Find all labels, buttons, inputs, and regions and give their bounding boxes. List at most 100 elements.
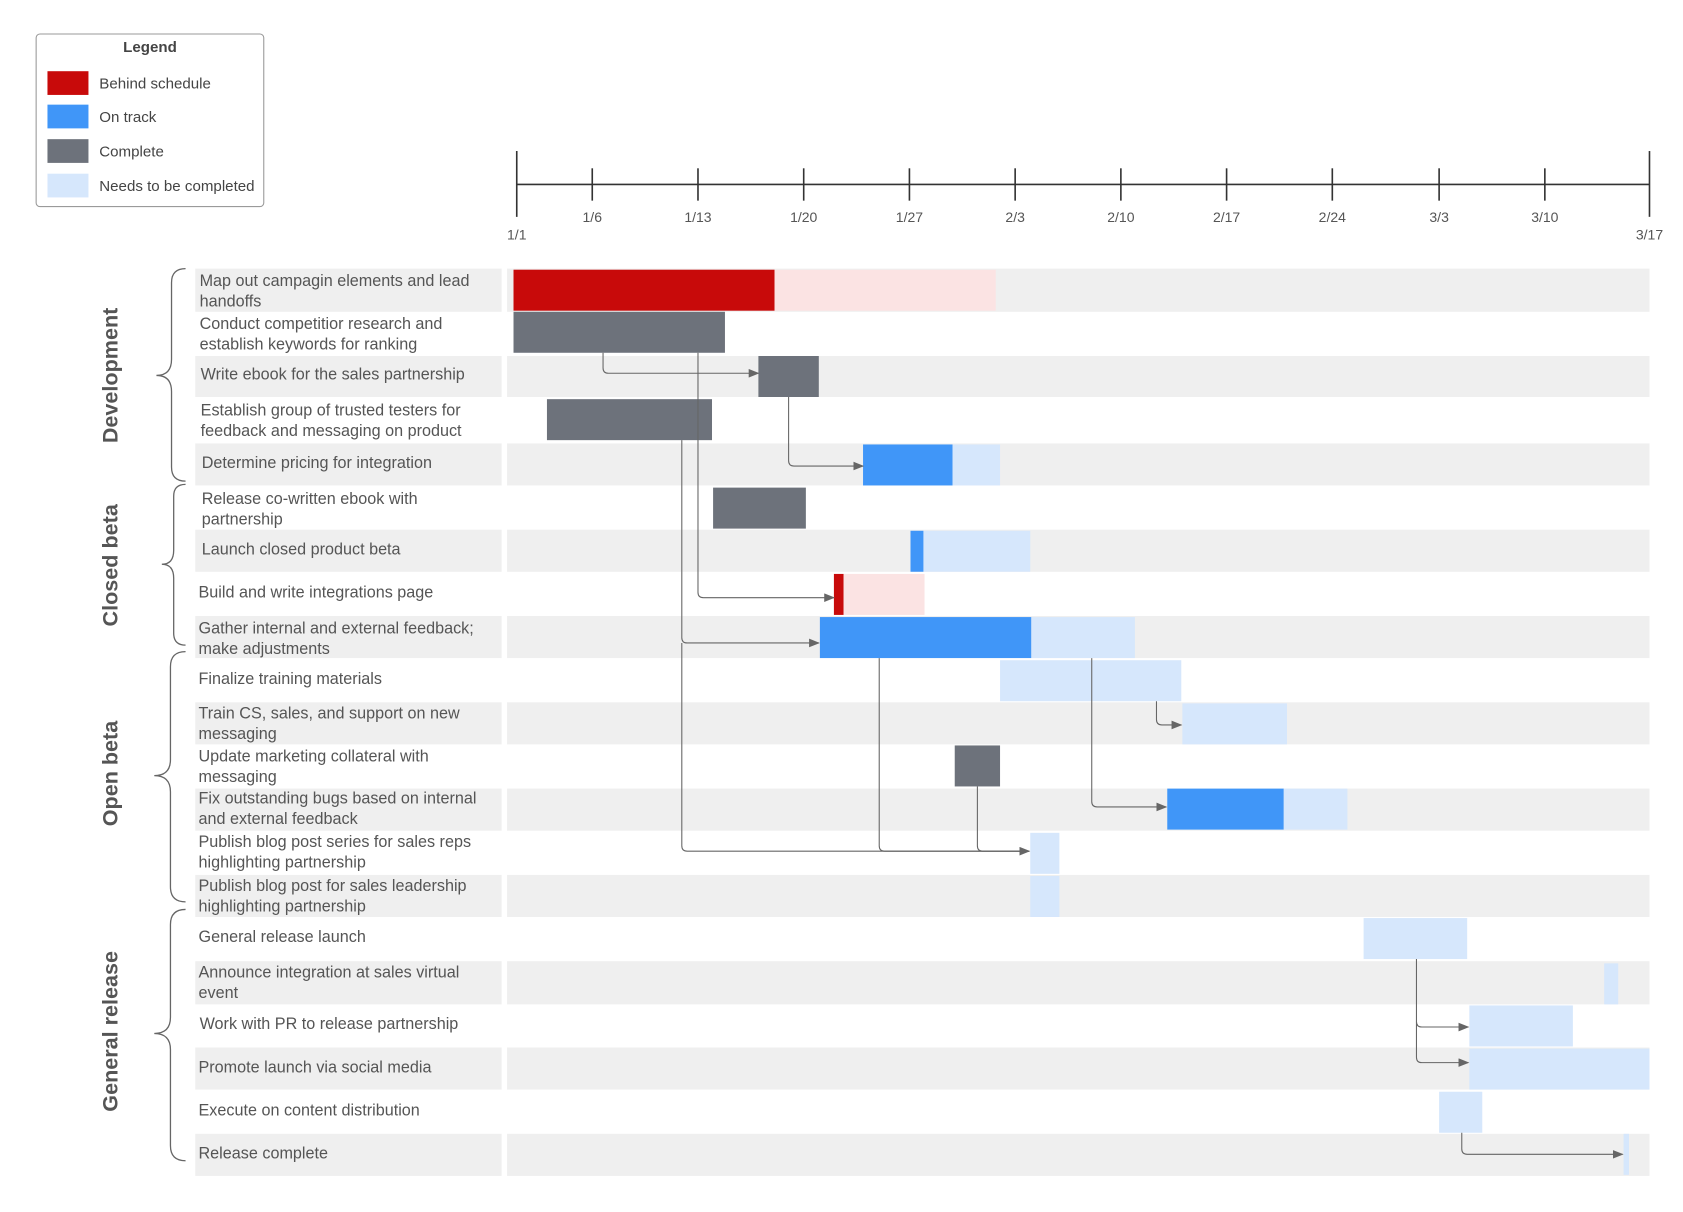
row-shade-label-19 <box>195 1047 502 1090</box>
task-bar-needs[interactable] <box>1030 832 1060 874</box>
row-shade-label-11 <box>195 702 502 745</box>
task-label: Update marketing collateral with messagi… <box>198 747 429 786</box>
brace-development <box>156 267 186 482</box>
task-bar-on-track[interactable] <box>863 444 953 486</box>
dependency-arrow <box>697 352 835 602</box>
task-label: General release launch <box>198 927 366 947</box>
brace-general-release <box>154 908 186 1162</box>
row-shade-label-7 <box>195 529 502 572</box>
row-shade-label-9 <box>195 615 502 659</box>
legend-label: Complete <box>99 142 164 160</box>
task-bar-needs[interactable] <box>1000 660 1182 702</box>
task-bar-behind-remaining[interactable] <box>774 269 996 311</box>
task-bar-needs[interactable] <box>1469 1005 1573 1047</box>
row-shade-label-15 <box>195 874 502 917</box>
task-bar-needs[interactable] <box>1283 788 1348 830</box>
task-label: Build and write integrations page <box>198 583 434 602</box>
dependency-arrow <box>976 786 1030 852</box>
dependency-arrow <box>1461 1132 1624 1159</box>
task-bar-on-track[interactable] <box>819 617 1032 659</box>
timeline-labels: 1/1 1/6 1/13 1/20 1/27 2/3 2/10 2/17 2/2… <box>507 209 1663 242</box>
row-shade-track-11 <box>507 702 1650 745</box>
task-bar-behind[interactable] <box>513 269 775 311</box>
timeline-tick-label: 2/17 <box>1213 209 1240 225</box>
task-bar-on-track[interactable] <box>1167 788 1284 830</box>
timeline-tick-label: 2/24 <box>1319 209 1346 225</box>
phase-label-open-beta: Open beta <box>99 720 123 827</box>
legend-label: Behind schedule <box>99 74 211 92</box>
dependency-arrow <box>681 642 1031 856</box>
timeline-tick-label: 1/13 <box>684 209 711 225</box>
legend-label: On track <box>99 107 157 126</box>
task-label: Promote launch via social media <box>198 1058 432 1077</box>
task-bar-complete[interactable] <box>546 399 713 441</box>
task-bar-needs[interactable] <box>1030 875 1060 917</box>
row-shade-label-3 <box>195 356 502 397</box>
task-label: Map out campagin elements and lead hando… <box>199 271 470 311</box>
task-label: Release co-written ebook with partnershi… <box>201 489 418 529</box>
phase-label-closed-beta: Closed beta <box>99 504 123 627</box>
brace-open-beta <box>154 650 186 903</box>
phase-label-development: Development <box>99 307 123 444</box>
timeline-tick-label: 1/20 <box>790 209 817 225</box>
task-bars <box>513 269 1650 1175</box>
row-shade-label-21 <box>195 1133 502 1176</box>
task-bar-complete[interactable] <box>513 311 725 353</box>
dependency-arrow <box>681 440 820 648</box>
task-label: Release complete <box>198 1144 329 1163</box>
brace-closed-beta <box>161 483 186 646</box>
task-bar-needs[interactable] <box>1604 963 1619 1005</box>
dependency-arrow <box>878 658 1030 852</box>
row-shade-track-17 <box>507 961 1650 1005</box>
timeline-axis <box>515 151 1651 217</box>
task-bar-needs[interactable] <box>1623 1133 1629 1175</box>
task-bar-needs[interactable] <box>1182 703 1288 745</box>
task-label: Publish blog post series for sales reps … <box>198 832 472 872</box>
task-label: Publish blog post for sales leadership h… <box>198 877 467 916</box>
row-shade-track-19 <box>507 1047 1650 1090</box>
timeline-tick-label: 1/27 <box>896 209 923 225</box>
task-label: Execute on content distribution <box>198 1101 420 1120</box>
phase-braces <box>154 267 186 1162</box>
timeline-tick-label: 1/1 <box>507 226 527 242</box>
task-bar-needs[interactable] <box>952 444 1001 486</box>
task-bar-complete[interactable] <box>954 745 1001 787</box>
task-label: Fix outstanding bugs based on internal a… <box>198 789 477 828</box>
dependency-connectors <box>602 352 1624 1159</box>
row-shade-track-3 <box>507 356 1650 397</box>
timeline-tick-label: 1/6 <box>583 209 603 225</box>
task-bar-needs[interactable] <box>1363 918 1468 960</box>
dependency-arrow <box>1155 701 1183 730</box>
row-shade-track-7 <box>507 529 1650 572</box>
task-label: Launch closed product beta <box>201 540 401 559</box>
legend-swatch-complete <box>47 139 89 163</box>
task-bar-needs[interactable] <box>1031 617 1135 659</box>
task-bar-complete[interactable] <box>713 487 806 529</box>
task-bar-behind[interactable] <box>833 573 844 615</box>
row-shade-track-21 <box>507 1133 1650 1176</box>
task-label: Establish group of trusted testers for f… <box>200 401 462 440</box>
phase-label-general-release: General release <box>99 950 123 1112</box>
row-shade-label-17 <box>195 961 502 1005</box>
row-shade-track-15 <box>507 874 1650 917</box>
task-bar-behind-remaining[interactable] <box>843 573 925 615</box>
task-label: Determine pricing for integration <box>201 454 432 473</box>
dependency-arrow <box>788 396 865 471</box>
task-bar-complete[interactable] <box>758 356 819 397</box>
task-label: Train CS, sales, and support on new mess… <box>198 704 460 743</box>
task-bar-needs[interactable] <box>923 530 1031 572</box>
legend-swatch-on-track <box>47 104 89 129</box>
task-bar-needs[interactable] <box>1439 1091 1483 1133</box>
legend-swatch-needs-to-be-completed <box>47 173 89 198</box>
task-bar-needs[interactable] <box>1469 1048 1650 1090</box>
row-shade-label-1 <box>195 268 502 312</box>
row-shade-label-5 <box>195 443 502 486</box>
timeline-tick-label: 3/10 <box>1531 209 1558 225</box>
legend: Legend Behind schedule On track Complete… <box>35 33 265 208</box>
task-label: Finalize training materials <box>198 669 382 689</box>
dependency-arrow <box>1091 658 1168 812</box>
task-bar-on-track[interactable] <box>910 530 924 572</box>
